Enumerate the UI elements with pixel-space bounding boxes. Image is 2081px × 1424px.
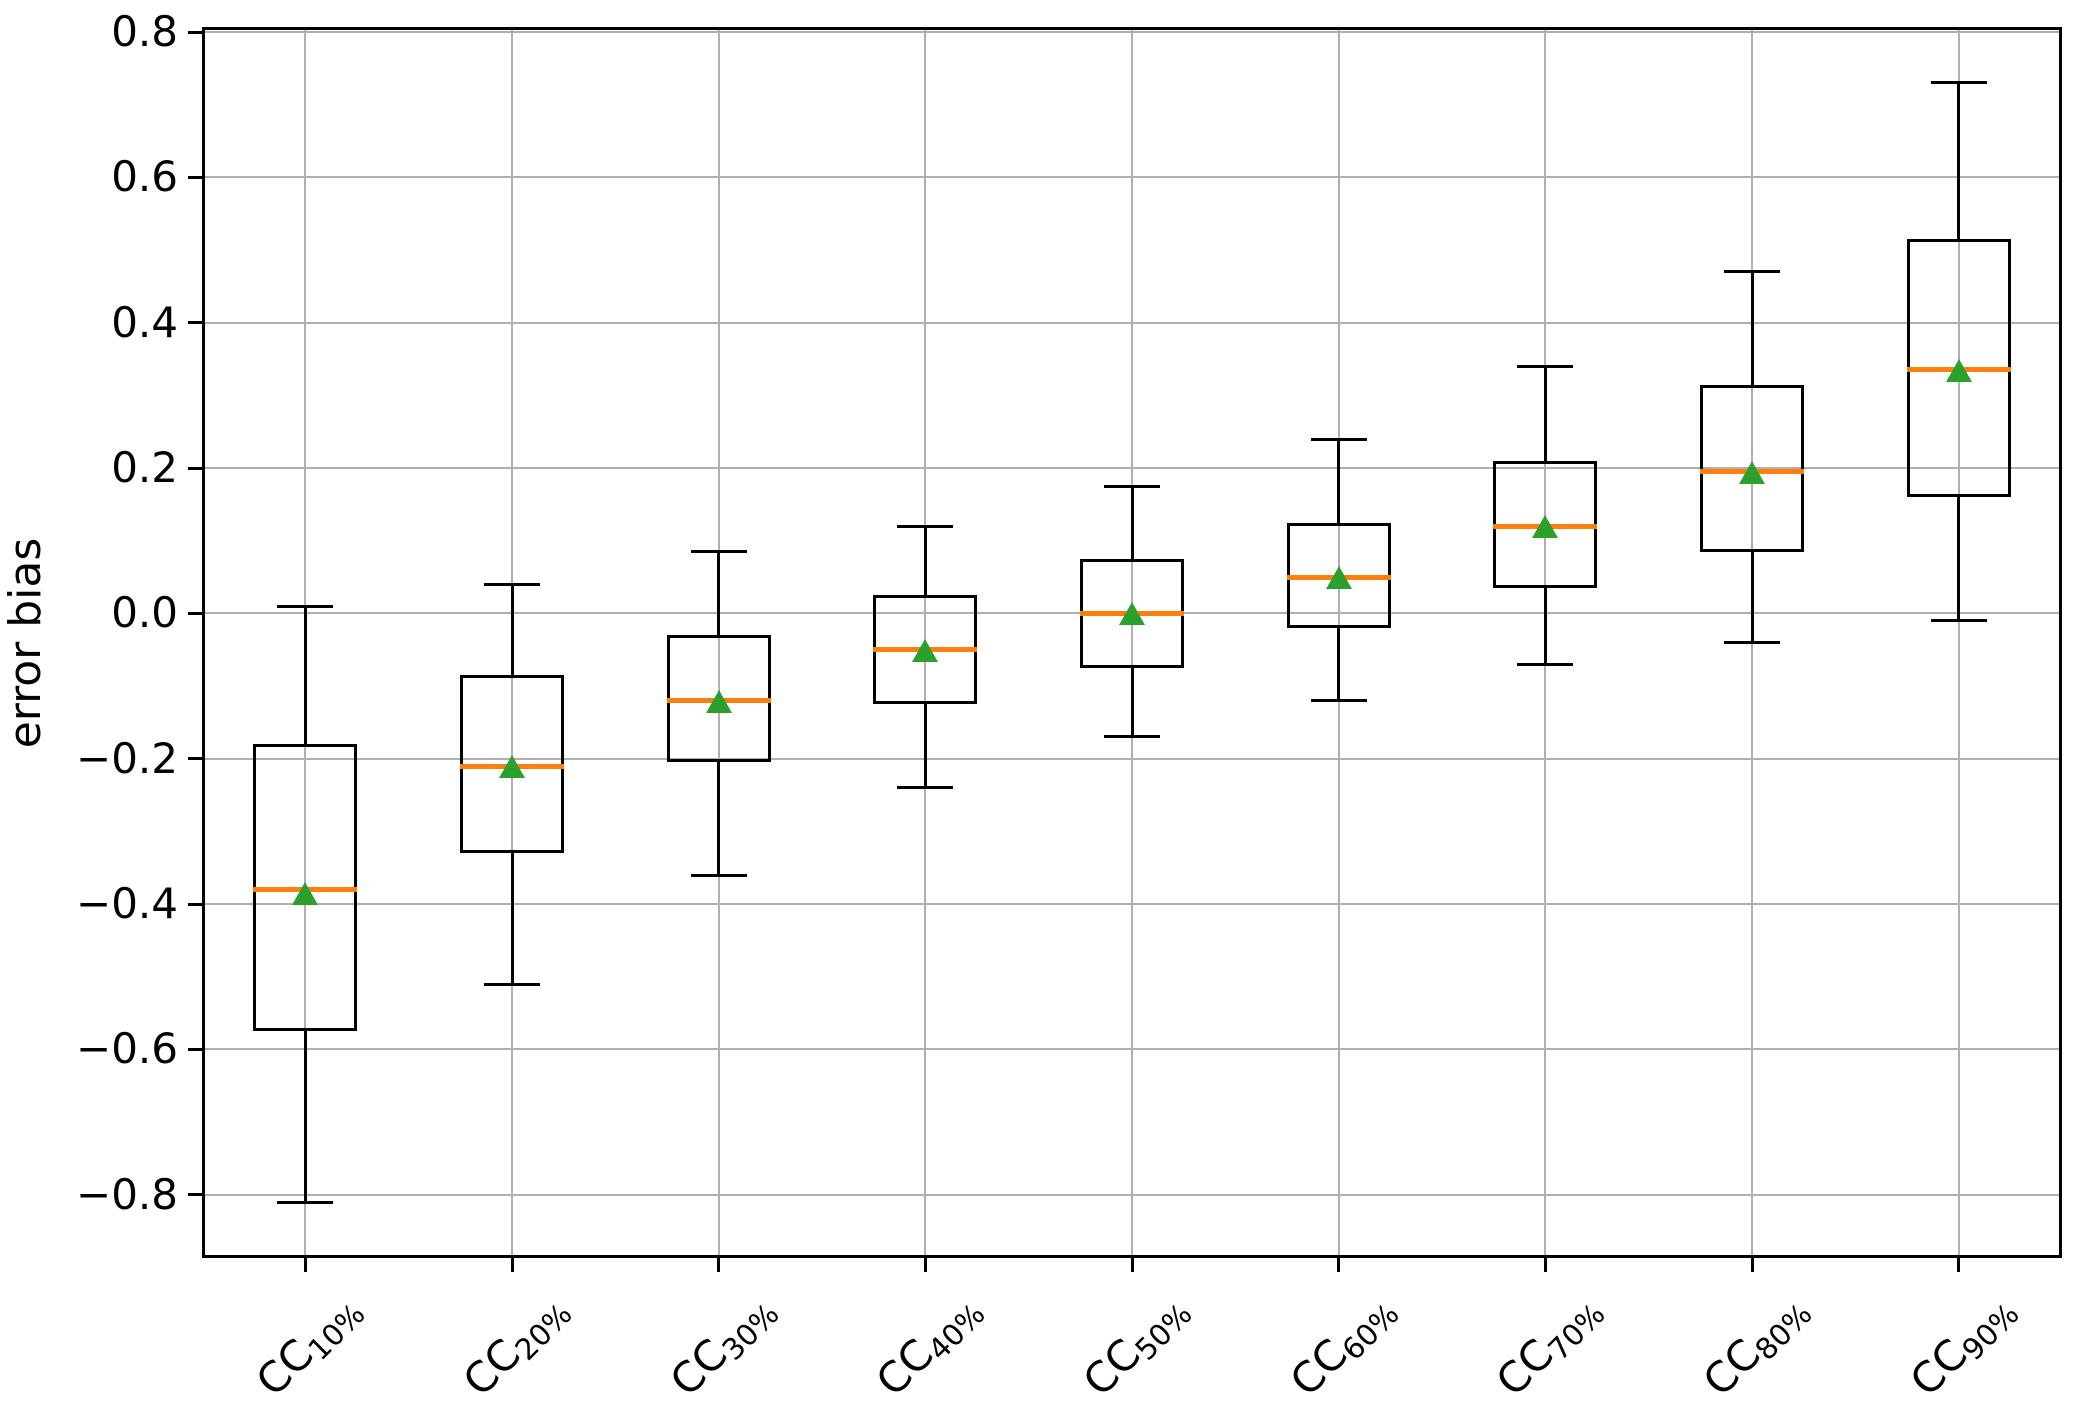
x-gridline	[717, 27, 720, 1258]
y-tick-label: −0.6	[76, 1024, 178, 1074]
y-tick-label: 0.4	[111, 297, 178, 347]
whisker-lower	[303, 1031, 307, 1203]
x-tick-mark	[1957, 1258, 1961, 1272]
whisker-upper	[1543, 366, 1547, 461]
y-tick-mark	[188, 466, 202, 470]
mean-marker	[292, 882, 319, 906]
y-tick-label: −0.2	[76, 733, 178, 783]
y-tick-label: 0.8	[111, 7, 178, 57]
whisker-upper	[923, 526, 927, 596]
x-tick-mark	[1337, 1258, 1341, 1272]
x-tick-label: CC30%	[660, 1284, 785, 1408]
mean-marker	[1532, 515, 1559, 539]
whisker-lower	[1130, 667, 1134, 737]
whisker-cap-lower	[1724, 641, 1780, 644]
x-tick-mark	[1543, 1258, 1547, 1272]
y-tick-mark	[188, 611, 202, 615]
mean-marker	[1739, 460, 1765, 484]
whisker-cap-upper	[897, 524, 954, 528]
y-tick-label: −0.4	[76, 879, 178, 929]
y-tick-mark	[188, 1193, 202, 1197]
x-tick-label: CC90%	[1900, 1284, 2025, 1408]
whisker-upper	[1130, 486, 1134, 559]
x-tick-label: CC60%	[1280, 1284, 1405, 1408]
whisker-cap-lower	[1104, 735, 1160, 739]
whisker-cap-upper	[690, 550, 747, 554]
x-tick-label: CC70%	[1487, 1284, 1612, 1408]
whisker-cap-upper	[484, 582, 540, 586]
whisker-lower	[1543, 587, 1547, 665]
whisker-cap-upper	[1310, 437, 1367, 441]
whisker-lower	[1337, 627, 1341, 701]
mean-marker	[1945, 358, 1972, 382]
y-tick-mark	[188, 30, 202, 34]
mean-marker	[1325, 566, 1352, 590]
x-tick-label: CC10%	[247, 1284, 372, 1408]
x-tick-mark	[1130, 1258, 1134, 1272]
whisker-upper	[303, 606, 307, 745]
whisker-upper	[717, 551, 721, 636]
whisker-cap-lower	[1310, 699, 1367, 703]
y-tick-label: 0.6	[111, 152, 178, 202]
y-tick-mark	[188, 321, 202, 325]
x-tick-mark	[303, 1258, 307, 1272]
plot-area	[202, 27, 2062, 1258]
x-tick-mark	[923, 1258, 927, 1272]
x-tick-label: CC50%	[1074, 1284, 1199, 1408]
x-tick-mark	[1750, 1258, 1754, 1272]
mean-marker	[912, 638, 939, 662]
whisker-cap-lower	[897, 786, 954, 790]
whisker-upper	[1957, 82, 1961, 240]
y-tick-mark	[188, 175, 202, 179]
x-tick-label: CC80%	[1694, 1284, 1819, 1408]
whisker-cap-lower	[1517, 662, 1574, 666]
mean-marker	[1119, 602, 1145, 626]
whisker-lower	[510, 853, 514, 985]
x-gridline	[1131, 27, 1133, 1258]
y-tick-label: 0.2	[111, 443, 178, 493]
whisker-lower	[717, 762, 721, 876]
whisker-lower	[1750, 551, 1754, 643]
whisker-upper	[1337, 439, 1341, 523]
whisker-cap-upper	[277, 604, 334, 608]
whisker-cap-upper	[1104, 484, 1160, 488]
whisker-upper	[1750, 271, 1754, 385]
whisker-cap-upper	[1930, 81, 1987, 85]
x-tick-label: CC40%	[867, 1284, 992, 1408]
x-tick-label: CC20%	[454, 1284, 579, 1408]
x-gridline	[1957, 27, 1960, 1258]
whisker-lower	[1957, 497, 1961, 621]
whisker-cap-lower	[690, 873, 747, 877]
y-tick-label: 0.0	[111, 588, 178, 638]
mean-marker	[705, 689, 732, 713]
y-tick-mark	[188, 757, 202, 761]
box-CC80%	[1700, 384, 1804, 552]
x-tick-mark	[717, 1258, 721, 1272]
y-axis-title: error bias	[0, 537, 51, 749]
whisker-cap-upper	[1724, 270, 1780, 274]
y-tick-mark	[188, 1047, 202, 1051]
whisker-cap-upper	[1517, 364, 1574, 368]
whisker-lower	[923, 704, 927, 788]
whisker-cap-lower	[277, 1200, 334, 1204]
whisker-upper	[510, 584, 514, 676]
x-tick-mark	[510, 1258, 514, 1272]
whisker-cap-lower	[1930, 619, 1987, 623]
whisker-cap-lower	[484, 982, 540, 986]
mean-marker	[499, 755, 525, 779]
y-tick-mark	[188, 902, 202, 906]
y-tick-label: −0.8	[76, 1169, 178, 1219]
